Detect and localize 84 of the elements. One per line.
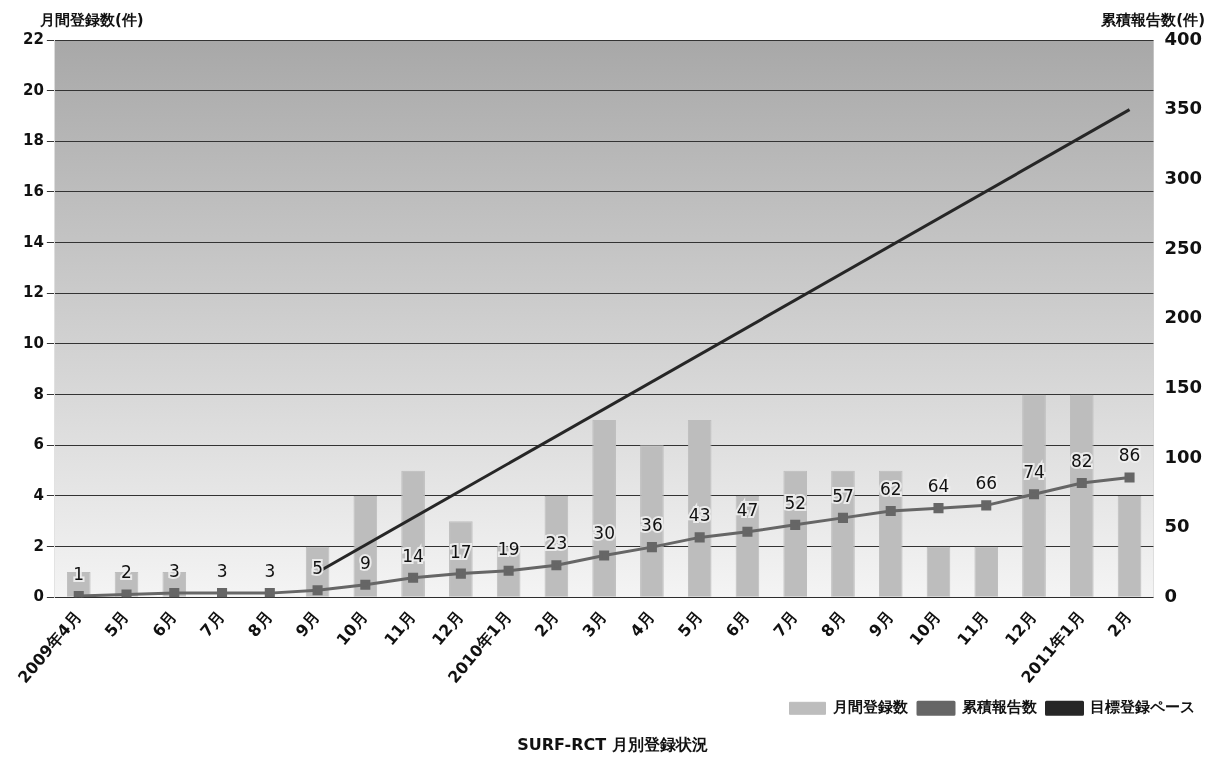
y2-tick-label: 100 <box>1164 445 1202 467</box>
data-label: 14 <box>402 545 424 566</box>
data-label: 47 <box>736 499 759 520</box>
x-tick-label: 7月 <box>196 607 229 641</box>
data-label: 17 <box>450 541 472 562</box>
data-label: 1 <box>73 563 85 584</box>
x-tick-label: 2月 <box>1103 607 1136 641</box>
bar <box>401 470 425 597</box>
y2-tick-label: 150 <box>1164 375 1202 397</box>
x-tick-label: 8月 <box>244 607 277 641</box>
y-tick-label: 0 <box>33 587 44 606</box>
y-tick-label: 2 <box>33 536 44 555</box>
data-label: 30 <box>593 523 615 544</box>
y-tick-label: 18 <box>23 131 44 150</box>
bar <box>974 546 999 597</box>
bar <box>1022 394 1046 597</box>
y2-tick-label: 250 <box>1164 236 1202 258</box>
data-label: 3 <box>216 561 228 582</box>
y-tick-label: 4 <box>33 485 44 504</box>
bar <box>783 470 808 597</box>
y2-tick-label: 0 <box>1164 584 1177 606</box>
data-label: 23 <box>545 533 568 554</box>
y-tick-label: 16 <box>23 181 44 200</box>
data-label: 43 <box>688 505 711 526</box>
x-tick-label: 6月 <box>148 607 181 641</box>
data-label: 86 <box>1118 445 1141 466</box>
bar <box>592 419 616 597</box>
bar <box>878 470 903 597</box>
x-tick-label: 11月 <box>380 607 420 650</box>
x-tick-label: 12月 <box>1001 607 1041 650</box>
y-tick-label: 22 <box>23 29 44 48</box>
legend-label: 月間登録数 <box>832 698 909 717</box>
x-tick-label: 4月 <box>626 607 659 641</box>
bar <box>1069 394 1094 597</box>
data-label: 36 <box>641 515 663 536</box>
bar <box>449 521 473 597</box>
y-tick-label: 12 <box>23 283 44 302</box>
y2-tick-label: 300 <box>1164 167 1202 188</box>
data-label: 62 <box>879 478 902 499</box>
x-tick-label: 7月 <box>769 607 802 641</box>
y-tick-label: 10 <box>23 333 44 352</box>
x-tick-label: 6月 <box>721 607 754 641</box>
data-label: 2 <box>121 562 132 583</box>
y-tick-label: 8 <box>33 384 44 403</box>
x-tick-label: 3月 <box>578 607 611 641</box>
y2-tick-label: 50 <box>1164 515 1190 537</box>
x-tick-label: 12月 <box>427 607 468 650</box>
data-label: 64 <box>927 476 950 497</box>
x-tick-label: 11月 <box>953 607 993 650</box>
data-label: 82 <box>1070 450 1093 471</box>
data-label: 52 <box>784 492 807 513</box>
bar <box>1117 495 1142 597</box>
y2-tick-label: 200 <box>1164 306 1202 328</box>
x-tick-label: 8月 <box>817 607 850 641</box>
bar <box>640 445 664 597</box>
y2-axis-title: 累積報告数(件) <box>1100 11 1205 30</box>
bar <box>735 495 760 597</box>
x-tick-label: 9月 <box>291 607 324 641</box>
legend-label: 累積報告数 <box>960 698 1038 717</box>
data-label: 3 <box>168 561 180 582</box>
data-label: 9 <box>359 552 371 573</box>
data-label: 3 <box>264 561 276 582</box>
data-label: 57 <box>832 485 854 506</box>
x-tick-label: 2月 <box>530 607 563 641</box>
x-tick-label: 10月 <box>332 607 372 650</box>
y2-tick-label: 350 <box>1164 97 1202 119</box>
y-axis-title: 月間登録数(件) <box>39 11 144 30</box>
data-label: 5 <box>312 558 323 579</box>
bar <box>926 546 951 597</box>
y2-tick-label: 400 <box>1164 27 1202 49</box>
x-tick-label: 5月 <box>100 607 133 641</box>
y-tick-label: 20 <box>23 80 44 99</box>
x-tick-label: 9月 <box>864 607 897 641</box>
data-label: 74 <box>1023 462 1045 483</box>
bar <box>831 470 855 597</box>
data-label: 66 <box>975 473 998 494</box>
legend-label: 目標登録ペース <box>1090 698 1195 717</box>
bar <box>544 495 569 597</box>
x-tick-label: 5月 <box>673 607 706 641</box>
y-tick-label: 6 <box>33 435 44 454</box>
bar <box>687 419 712 597</box>
text: SURF-RCT 月別登録状況 <box>517 734 708 754</box>
y-tick-label: 14 <box>23 232 44 251</box>
x-tick-label: 10月 <box>905 607 945 650</box>
